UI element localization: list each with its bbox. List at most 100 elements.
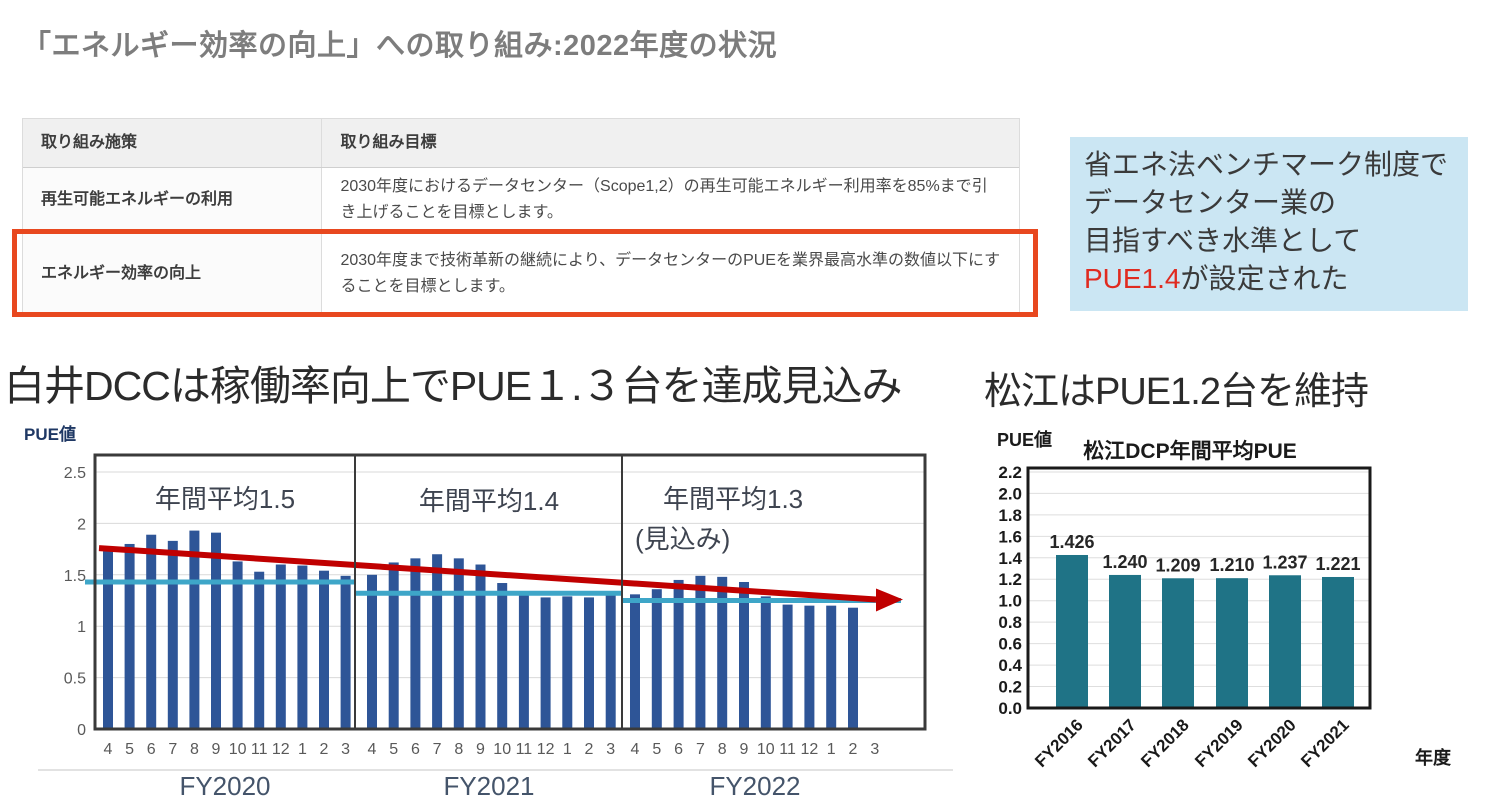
month-label: 8 [190,741,199,758]
month-label: 3 [870,741,879,758]
y-tick-label: 0.2 [998,678,1022,697]
month-label: 12 [537,741,555,758]
pue-bar [605,595,616,729]
pue-bar [340,575,351,729]
month-label: 5 [125,741,134,758]
x-category-label: FY2017 [1084,715,1140,771]
month-label: 11 [251,741,268,758]
month-label: 10 [757,741,775,758]
pue-bar [1162,578,1194,708]
pue-bar [1269,575,1301,708]
pue-bar [497,583,508,729]
policy-cell: 再生可能エネルギーの利用 [23,168,323,232]
x-category-label: FY2021 [1297,715,1353,771]
y-tick-label: 1.4 [998,549,1022,568]
month-label: 2 [585,741,594,758]
month-label: 8 [454,741,463,758]
pue-bar [1322,576,1354,708]
annotation: 年間平均1.5 [155,484,295,514]
matsue-pue-chart: 0.0 0.2 0.4 0.6 0.8 1.0 1.2 1.4 1.6 1.8 2.0 2.2 1.42… [997,429,1452,771]
pue-bar [826,605,837,729]
pue-bar [518,595,529,729]
table-row: 再生可能エネルギーの利用 2030年度におけるデータセンター（Scope1,2）… [23,168,1019,233]
pue-bar [1109,574,1141,708]
pue-bar [630,594,640,729]
callout-line: PUE1.4が設定された [1084,263,1349,294]
table-row: エネルギー効率の向上 2030年度まで技術革新の継続により、データセンターのPU… [23,233,1019,315]
pue-bar [211,532,221,729]
x-axis-title: 年度 [1415,747,1452,768]
annotation: 年間平均1.4 [419,486,559,516]
bar-value-label: 1.209 [1155,555,1200,575]
month-label: 10 [229,741,247,758]
pue-bar [367,574,377,729]
pue-bar [804,605,815,729]
y-tick-label: 0.6 [998,635,1022,654]
pue-bar [275,564,286,729]
trend-line [98,545,877,603]
pue-bar [319,570,329,729]
pue-bar [167,540,178,729]
month-label: 7 [696,741,705,758]
fy-label: FY2021 [443,771,534,801]
pue-bar [432,554,443,729]
bar-value-label: 1.237 [1262,552,1307,572]
goal-cell: 2030年度におけるデータセンター（Scope1,2）の再生可能エネルギー利用率… [340,177,988,221]
month-label: 3 [606,741,615,758]
pue-bar [146,534,157,729]
month-label: 11 [516,741,533,758]
pue-bar [760,596,771,729]
month-label: 9 [476,741,485,758]
pue-bar [124,543,135,729]
month-label: 5 [652,741,661,758]
pue-bar [584,597,594,729]
pue-bar [673,579,684,729]
plot-border [93,453,927,731]
bar-value-label: 1.221 [1315,554,1360,574]
bar-value-label: 1.210 [1209,555,1254,575]
x-category-label: FY2016 [1031,715,1087,771]
matsue-heading: 松江はPUE1.2台を維持 [984,371,1369,413]
pue-bar [1056,554,1088,708]
month-label: 4 [104,741,113,758]
header-cell-goal: 取り組み目標 [340,133,437,151]
pue-bar [717,576,728,729]
month-label: 4 [631,741,640,758]
month-label: 6 [147,741,156,758]
pue-bar [410,558,421,729]
callout-line: 目指すべき水準として [1084,225,1362,256]
pue-bar [540,597,551,729]
month-label: 7 [168,741,177,758]
pue-target-highlight: PUE1.4 [1084,263,1181,294]
month-label: 12 [272,741,290,758]
month-label: 10 [493,741,511,758]
y-tick-label: 0 [77,722,86,739]
bar-value-label: 1.240 [1102,552,1147,572]
pue-bar [388,562,399,729]
table-header-row: 取り組み施策 取り組み目標 [23,119,1019,168]
y-tick-label: 1.8 [998,506,1022,525]
pue-bar [651,589,662,729]
y-tick-label: 1 [77,619,86,636]
shirai-heading: 白井DCCは稼働率向上でPUE１.３台を達成見込み [4,363,903,409]
pue-bar [189,530,200,729]
month-label: 1 [827,741,836,758]
y-tick-label: 1.5 [64,568,86,585]
month-label: 6 [411,741,420,758]
x-category-label: FY2019 [1191,715,1247,771]
callout-line: データセンター業の [1084,187,1337,218]
policy-cell: エネルギー効率の向上 [23,233,323,315]
pue-bar [453,558,464,729]
month-label: 9 [212,741,221,758]
y-axis-title: PUE値 [24,424,76,444]
goal-cell: 2030年度まで技術革新の継続により、データセンターのPUEを業界最高水準の数値… [340,251,1001,295]
month-label: 8 [718,741,727,758]
trend-arrowhead [876,588,903,612]
y-tick-label: 1.2 [998,570,1022,589]
initiatives-table: 取り組み施策 取り組み目標 再生可能エネルギーの利用 2030年度におけるデータ… [22,118,1020,316]
month-label: 11 [779,741,796,758]
month-label: 2 [320,741,329,758]
benchmark-callout: 省エネ法ベンチマーク制度で データセンター業の 目指すべき水準として PUE1.… [1070,137,1468,311]
y-tick-label: 2.0 [998,484,1022,503]
x-category-label: FY2020 [1244,715,1300,771]
